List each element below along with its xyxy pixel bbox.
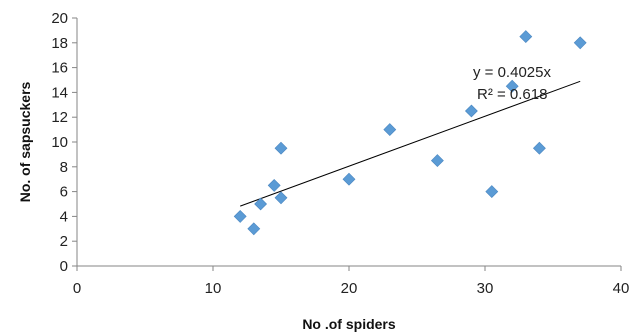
y-tick-label: 14: [51, 84, 68, 101]
y-axis-ticks: 0 2 4 6 8 10 12 14 16 18 20: [51, 10, 77, 275]
data-points: [233, 30, 587, 236]
data-point: [267, 178, 281, 192]
trendline-group: [240, 80, 581, 207]
y-tick-label: 0: [60, 258, 68, 275]
data-point: [274, 141, 288, 155]
y-tick-label: 6: [60, 184, 68, 201]
data-point: [233, 209, 247, 223]
data-point: [247, 222, 261, 236]
y-tick-label: 10: [51, 134, 68, 151]
r-squared-label: R² = 0.618: [477, 86, 547, 103]
x-tick-label: 0: [73, 280, 81, 297]
trendline: [240, 80, 581, 207]
data-point: [430, 154, 444, 168]
x-axis-ticks: 0 10 20 30 40: [73, 266, 630, 297]
y-tick-label: 12: [51, 109, 68, 126]
data-point: [342, 172, 356, 186]
x-tick-label: 40: [613, 280, 630, 297]
data-point: [383, 123, 397, 137]
data-point: [519, 30, 533, 44]
y-tick-label: 4: [60, 208, 68, 225]
data-point: [573, 36, 587, 50]
data-point: [485, 185, 499, 199]
trendline-equation: y = 0.4025x: [473, 64, 551, 81]
data-point: [274, 191, 288, 205]
x-tick-label: 30: [477, 280, 494, 297]
y-tick-label: 20: [51, 10, 68, 27]
x-tick-label: 20: [341, 280, 358, 297]
y-tick-label: 2: [60, 233, 68, 250]
y-tick-label: 16: [51, 60, 68, 77]
y-axis-title: No. of sapsuckers: [17, 81, 33, 202]
y-tick-label: 18: [51, 35, 68, 52]
data-point: [532, 141, 546, 155]
data-point: [505, 79, 519, 93]
plot-area: 0 2 4 6 8 10 12 14 16 18 20 0 10 20 30 40: [51, 10, 629, 297]
data-point: [464, 104, 478, 118]
x-axis-title: No .of spiders: [302, 316, 396, 332]
y-tick-label: 8: [60, 159, 68, 176]
data-point: [254, 197, 268, 211]
x-tick-label: 10: [205, 280, 222, 297]
